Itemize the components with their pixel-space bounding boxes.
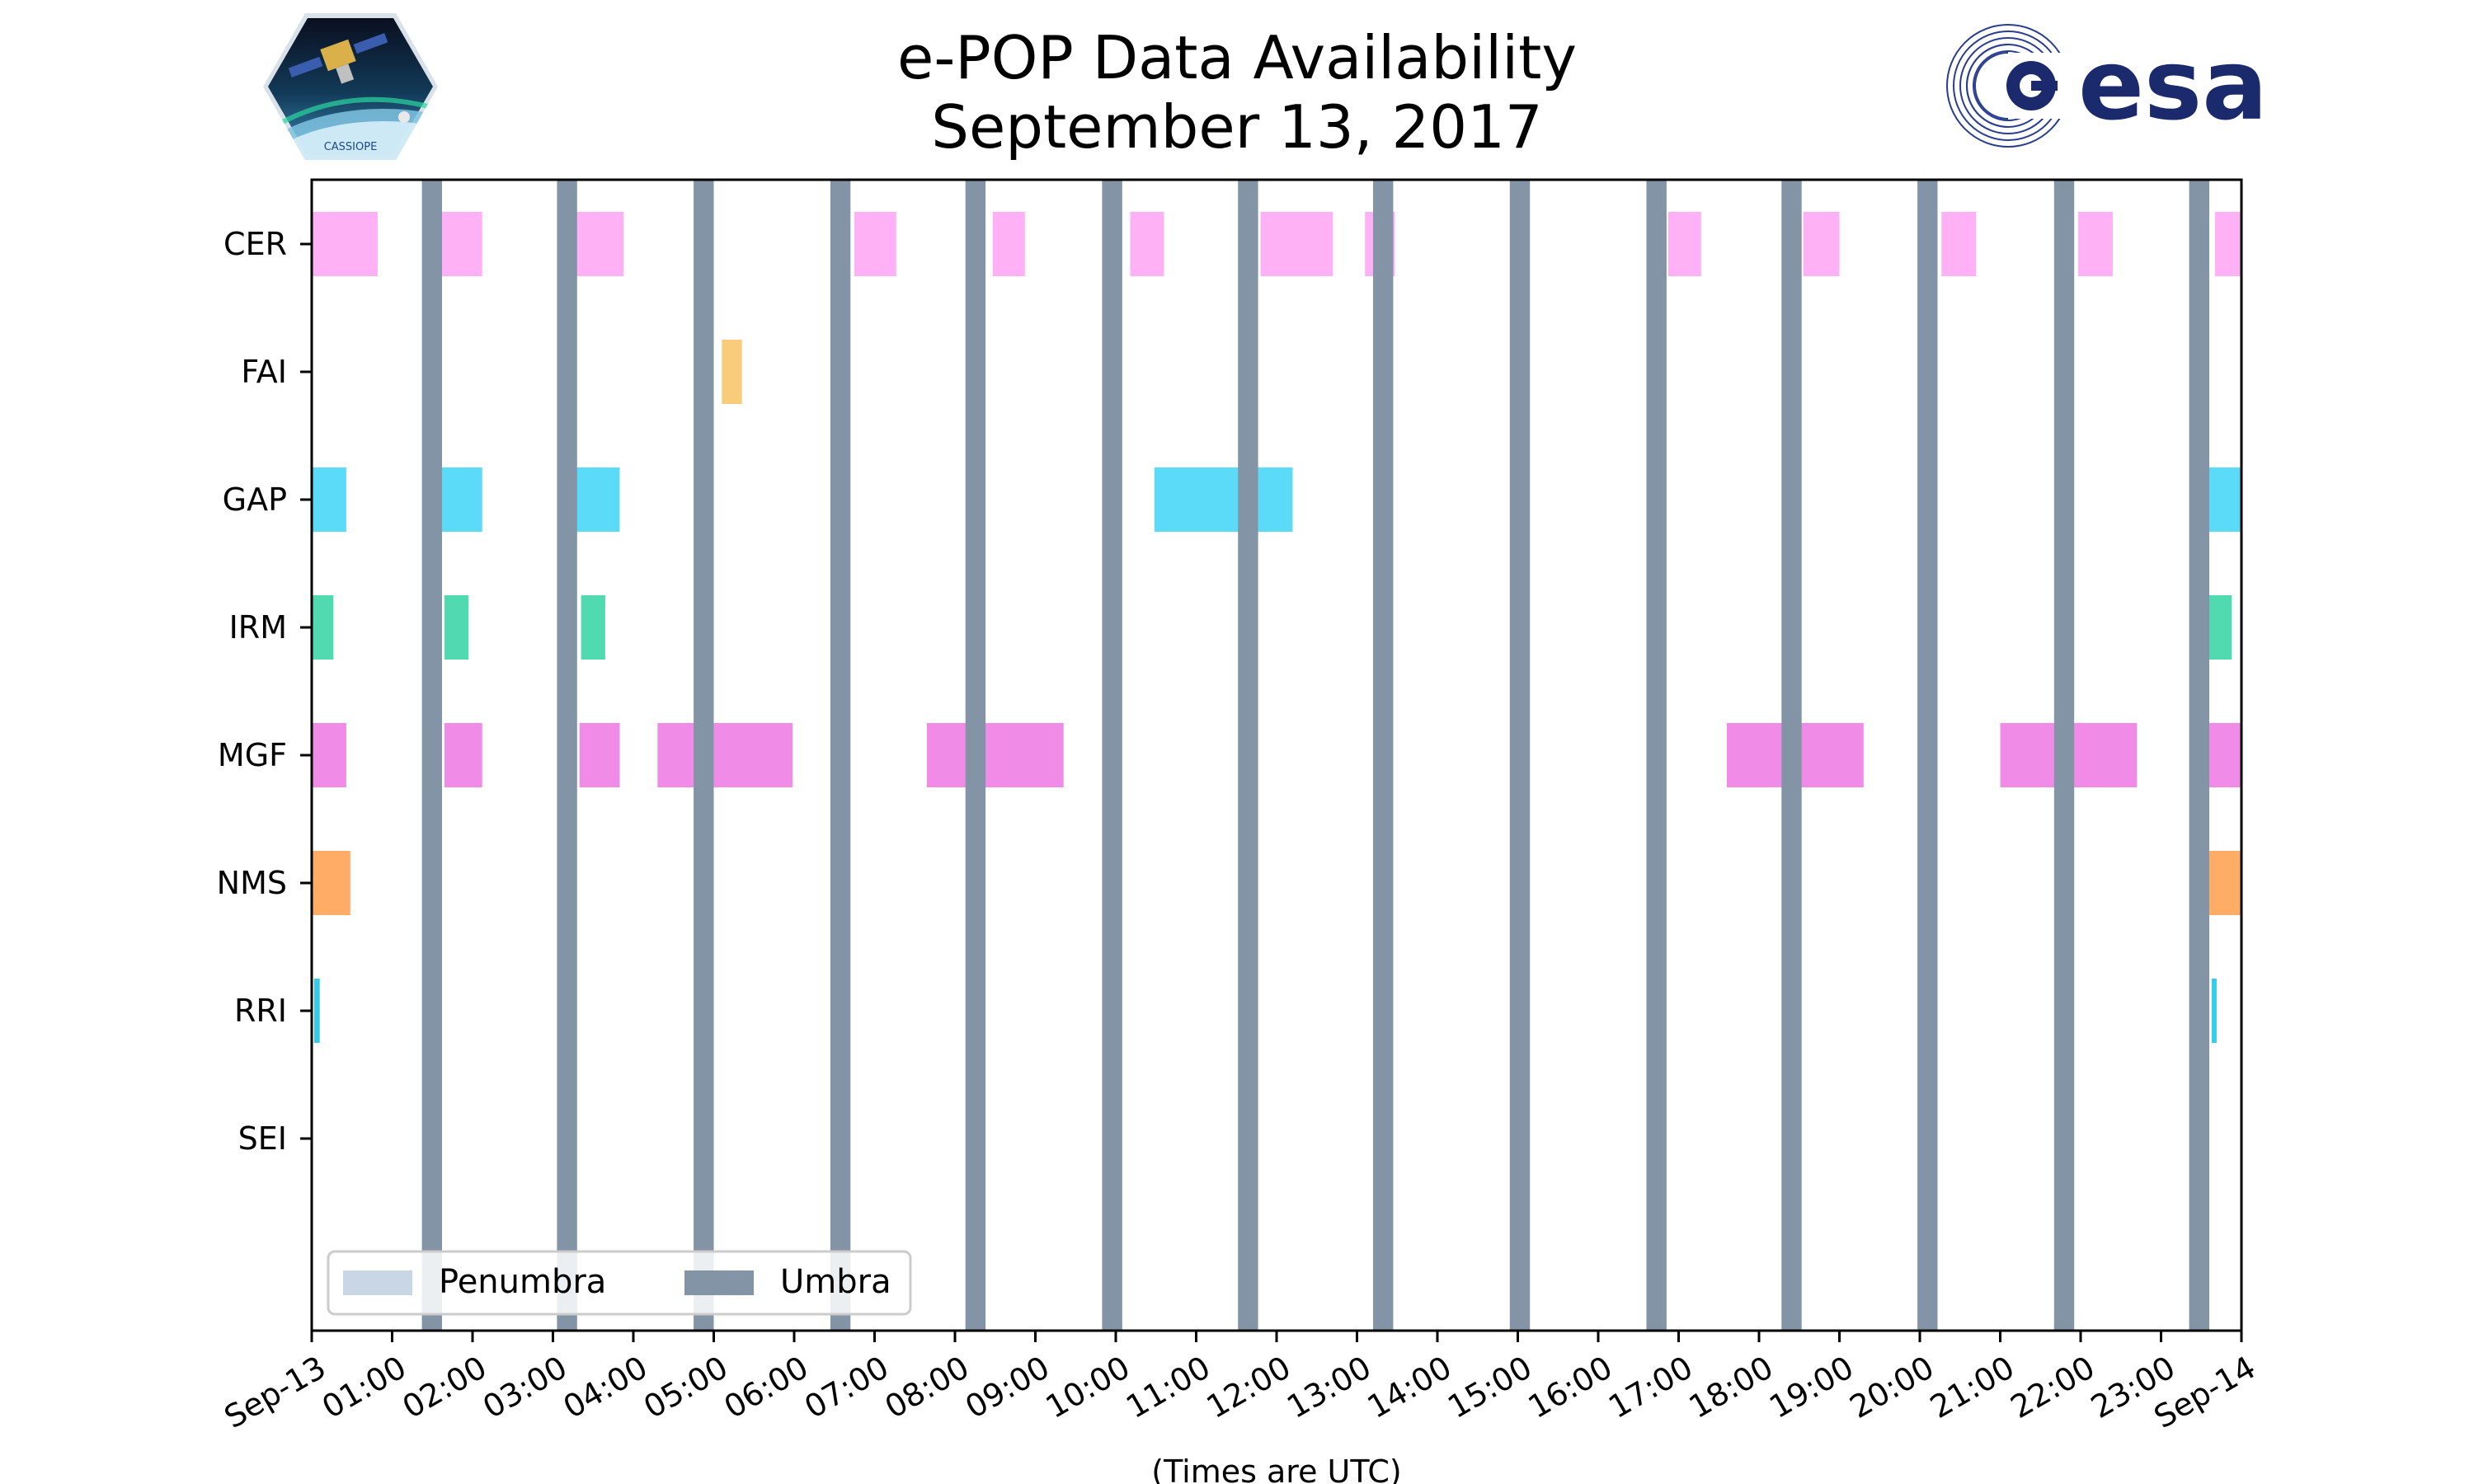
umbra-band-8	[1509, 180, 1531, 1331]
esa-logo: esa	[1946, 24, 2268, 148]
y-tick-label-sei: SEI	[238, 1120, 287, 1157]
umbra-band-0	[421, 180, 442, 1331]
umbra-band-13	[2189, 180, 2209, 1331]
bar-cer-10	[1941, 212, 1977, 276]
y-tick-label-rri: RRI	[234, 993, 287, 1029]
x-tick-label-0: Sep-13	[219, 1349, 332, 1435]
x-tick-label-14: 14:00	[1362, 1349, 1458, 1425]
x-tick-label-10: 10:00	[1040, 1349, 1136, 1425]
bar-mgf-7	[2208, 723, 2241, 787]
x-tick-label-9: 09:00	[959, 1349, 1056, 1425]
x-tick-label-3: 03:00	[477, 1349, 573, 1425]
bar-mgf-3	[657, 723, 793, 787]
bar-mgf-0	[312, 723, 346, 787]
bar-gap-3	[1154, 467, 1293, 532]
bar-irm-1	[444, 595, 469, 660]
x-axis: Sep-1301:0002:0003:0004:0005:0006:0007:0…	[219, 1331, 2261, 1435]
bar-cer-6	[1260, 212, 1333, 276]
x-tick-label-2: 02:00	[397, 1349, 493, 1425]
x-tick-label-21: 21:00	[1924, 1349, 2020, 1425]
umbra-band-4	[965, 180, 986, 1331]
x-tick-label-19: 19:00	[1763, 1349, 1860, 1425]
umbra-band-3	[830, 180, 851, 1331]
bar-cer-11	[2078, 212, 2113, 276]
umbra-layer	[421, 180, 2209, 1331]
x-tick-label-12: 12:00	[1201, 1349, 1297, 1425]
bar-irm-3	[2209, 595, 2232, 660]
y-tick-label-cer: CER	[223, 226, 287, 262]
bar-irm-2	[581, 595, 605, 660]
legend-label-penumbra: Penumbra	[439, 1263, 606, 1301]
umbra-band-7	[1373, 180, 1394, 1331]
esa-logo-text: esa	[2078, 28, 2268, 142]
umbra-band-1	[557, 180, 577, 1331]
x-tick-label-11: 11:00	[1120, 1349, 1216, 1425]
bar-irm-0	[312, 595, 334, 660]
umbra-band-10	[1781, 180, 1802, 1331]
bar-cer-3	[854, 212, 896, 276]
legend-swatch-umbra	[684, 1270, 754, 1295]
x-axis-title: (Times are UTC)	[1151, 1453, 1401, 1484]
x-tick-label-17: 17:00	[1602, 1349, 1699, 1425]
bar-rri-1	[2211, 979, 2217, 1043]
bar-nms-0	[312, 851, 350, 915]
chart-title-line1: e-POP Data Availability	[897, 23, 1577, 92]
y-tick-label-mgf: MGF	[218, 737, 287, 773]
cassiope-logo: CASSIOPE	[263, 13, 438, 160]
x-tick-label-18: 18:00	[1683, 1349, 1780, 1425]
bar-gap-2	[569, 467, 620, 532]
bar-rri-0	[313, 979, 320, 1043]
y-tick-label-nms: NMS	[217, 865, 287, 901]
x-tick-label-6: 06:00	[718, 1349, 815, 1425]
umbra-band-11	[1917, 180, 1938, 1331]
bar-mgf-4	[926, 723, 1064, 787]
bar-cer-5	[1130, 212, 1164, 276]
x-tick-label-7: 07:00	[798, 1349, 895, 1425]
y-tick-label-irm: IRM	[229, 609, 287, 646]
x-tick-label-16: 16:00	[1522, 1349, 1619, 1425]
bars-layer	[312, 212, 2241, 1043]
legend-label-umbra: Umbra	[780, 1263, 891, 1301]
x-tick-label-22: 22:00	[2005, 1349, 2101, 1425]
x-tick-label-4: 04:00	[557, 1349, 654, 1425]
y-axis: CER FAI GAP IRM MGF NMS RRI SEI	[217, 226, 312, 1157]
chart-title-line2: September 13, 2017	[931, 92, 1543, 162]
bar-cer-8	[1667, 212, 1701, 276]
legend: Penumbra Umbra	[327, 1250, 912, 1316]
bar-cer-12	[2214, 212, 2241, 276]
x-tick-label-8: 08:00	[879, 1349, 976, 1425]
umbra-band-2	[694, 180, 714, 1331]
y-tick-label-gap: GAP	[223, 481, 287, 518]
x-tick-label-13: 13:00	[1281, 1349, 1377, 1425]
x-tick-label-20: 20:00	[1844, 1349, 1940, 1425]
bar-fai-0	[722, 340, 742, 404]
umbra-band-6	[1238, 180, 1258, 1331]
legend-box	[327, 1250, 912, 1316]
bar-gap-0	[312, 467, 346, 532]
x-tick-label-5: 05:00	[637, 1349, 734, 1425]
cassiope-logo-text: CASSIOPE	[324, 141, 378, 153]
bar-cer-1	[439, 212, 482, 276]
legend-swatch-penumbra	[343, 1270, 412, 1295]
x-tick-label-15: 15:00	[1442, 1349, 1538, 1425]
x-tick-label-1: 01:00	[316, 1349, 412, 1425]
bar-mgf-1	[444, 723, 482, 787]
bar-cer-4	[992, 212, 1025, 276]
umbra-band-5	[1102, 180, 1122, 1331]
bar-cer-9	[1803, 212, 1840, 276]
umbra-band-9	[1646, 180, 1667, 1331]
bar-cer-0	[312, 212, 378, 276]
bar-mgf-2	[579, 723, 620, 787]
y-tick-label-fai: FAI	[241, 354, 287, 390]
umbra-band-12	[2053, 180, 2075, 1331]
